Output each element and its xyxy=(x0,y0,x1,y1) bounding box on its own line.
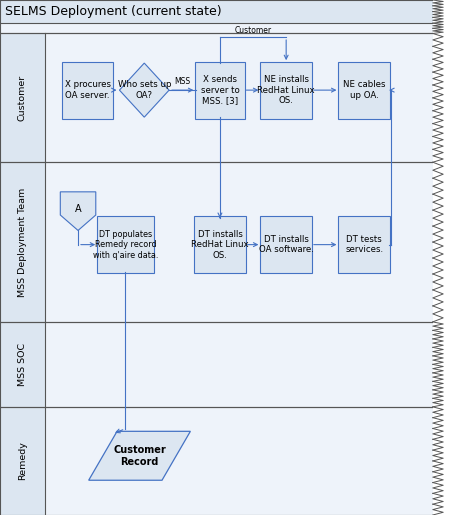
Polygon shape xyxy=(433,274,443,290)
Bar xyxy=(0,322,45,407)
Polygon shape xyxy=(433,472,443,483)
Polygon shape xyxy=(433,136,443,149)
Bar xyxy=(45,322,433,407)
Bar xyxy=(0,162,45,322)
Polygon shape xyxy=(61,192,96,231)
Text: Customer: Customer xyxy=(235,26,272,35)
Text: DT installs
RedHat Linux
OS.: DT installs RedHat Linux OS. xyxy=(191,230,249,260)
Text: MSS SOC: MSS SOC xyxy=(18,343,27,386)
Polygon shape xyxy=(433,23,443,28)
FancyBboxPatch shape xyxy=(338,216,391,273)
Polygon shape xyxy=(433,356,443,365)
FancyBboxPatch shape xyxy=(260,216,312,273)
Polygon shape xyxy=(433,72,443,85)
FancyBboxPatch shape xyxy=(338,62,391,119)
Text: DT tests
services.: DT tests services. xyxy=(345,235,383,254)
Polygon shape xyxy=(433,0,443,6)
Bar xyxy=(0,407,45,515)
Polygon shape xyxy=(433,348,443,356)
Polygon shape xyxy=(433,390,443,399)
Text: DT populates
Remedy record
with q'aire data.: DT populates Remedy record with q'aire d… xyxy=(93,230,158,260)
Text: MSS Deployment Team: MSS Deployment Team xyxy=(18,187,27,297)
Polygon shape xyxy=(433,162,443,178)
Text: X procures
OA server.: X procures OA server. xyxy=(64,80,111,100)
Text: Remedy: Remedy xyxy=(18,441,27,480)
Polygon shape xyxy=(433,407,443,418)
Bar xyxy=(45,33,433,162)
Polygon shape xyxy=(433,399,443,407)
Text: Who sets up
OA?: Who sets up OA? xyxy=(117,80,171,100)
FancyBboxPatch shape xyxy=(195,62,245,119)
Bar xyxy=(0,0,433,23)
Polygon shape xyxy=(433,210,443,226)
Polygon shape xyxy=(119,63,169,117)
Polygon shape xyxy=(433,418,443,428)
Polygon shape xyxy=(433,381,443,390)
Polygon shape xyxy=(433,290,443,306)
Text: SELMS Deployment (current state): SELMS Deployment (current state) xyxy=(5,5,221,18)
Polygon shape xyxy=(433,258,443,274)
Polygon shape xyxy=(433,18,443,23)
Polygon shape xyxy=(433,242,443,258)
Polygon shape xyxy=(433,178,443,194)
Polygon shape xyxy=(433,365,443,373)
Polygon shape xyxy=(433,306,443,322)
Polygon shape xyxy=(433,149,443,162)
Polygon shape xyxy=(433,339,443,348)
Text: A: A xyxy=(75,204,81,214)
Polygon shape xyxy=(433,450,443,461)
Text: X sends
server to
MSS. [3]: X sends server to MSS. [3] xyxy=(201,75,239,105)
Bar xyxy=(45,162,433,322)
Polygon shape xyxy=(433,46,443,59)
Polygon shape xyxy=(433,504,443,515)
Polygon shape xyxy=(433,194,443,210)
Polygon shape xyxy=(433,33,443,46)
Polygon shape xyxy=(433,124,443,136)
Polygon shape xyxy=(433,493,443,504)
Text: DT installs
OA software.: DT installs OA software. xyxy=(259,235,314,254)
Polygon shape xyxy=(433,428,443,439)
Polygon shape xyxy=(433,98,443,111)
Polygon shape xyxy=(88,432,190,480)
Polygon shape xyxy=(433,85,443,98)
FancyBboxPatch shape xyxy=(194,216,246,273)
Text: MSS: MSS xyxy=(175,77,191,86)
Text: NE installs
RedHat Linux
OS.: NE installs RedHat Linux OS. xyxy=(257,75,315,105)
FancyBboxPatch shape xyxy=(62,62,113,119)
Polygon shape xyxy=(433,28,443,33)
Bar xyxy=(0,23,433,33)
Polygon shape xyxy=(433,59,443,72)
Bar xyxy=(0,33,45,162)
Bar xyxy=(45,407,433,515)
Polygon shape xyxy=(433,11,443,18)
Text: Customer
Record: Customer Record xyxy=(113,445,166,467)
Polygon shape xyxy=(433,373,443,381)
Text: NE cables
up OA.: NE cables up OA. xyxy=(343,80,385,100)
Polygon shape xyxy=(433,461,443,472)
Polygon shape xyxy=(433,331,443,339)
Polygon shape xyxy=(433,322,443,331)
Text: Customer: Customer xyxy=(18,75,27,121)
FancyBboxPatch shape xyxy=(97,216,154,273)
Polygon shape xyxy=(433,111,443,124)
FancyBboxPatch shape xyxy=(260,62,312,119)
Polygon shape xyxy=(433,6,443,11)
Polygon shape xyxy=(433,226,443,242)
Polygon shape xyxy=(433,439,443,450)
Polygon shape xyxy=(433,483,443,493)
